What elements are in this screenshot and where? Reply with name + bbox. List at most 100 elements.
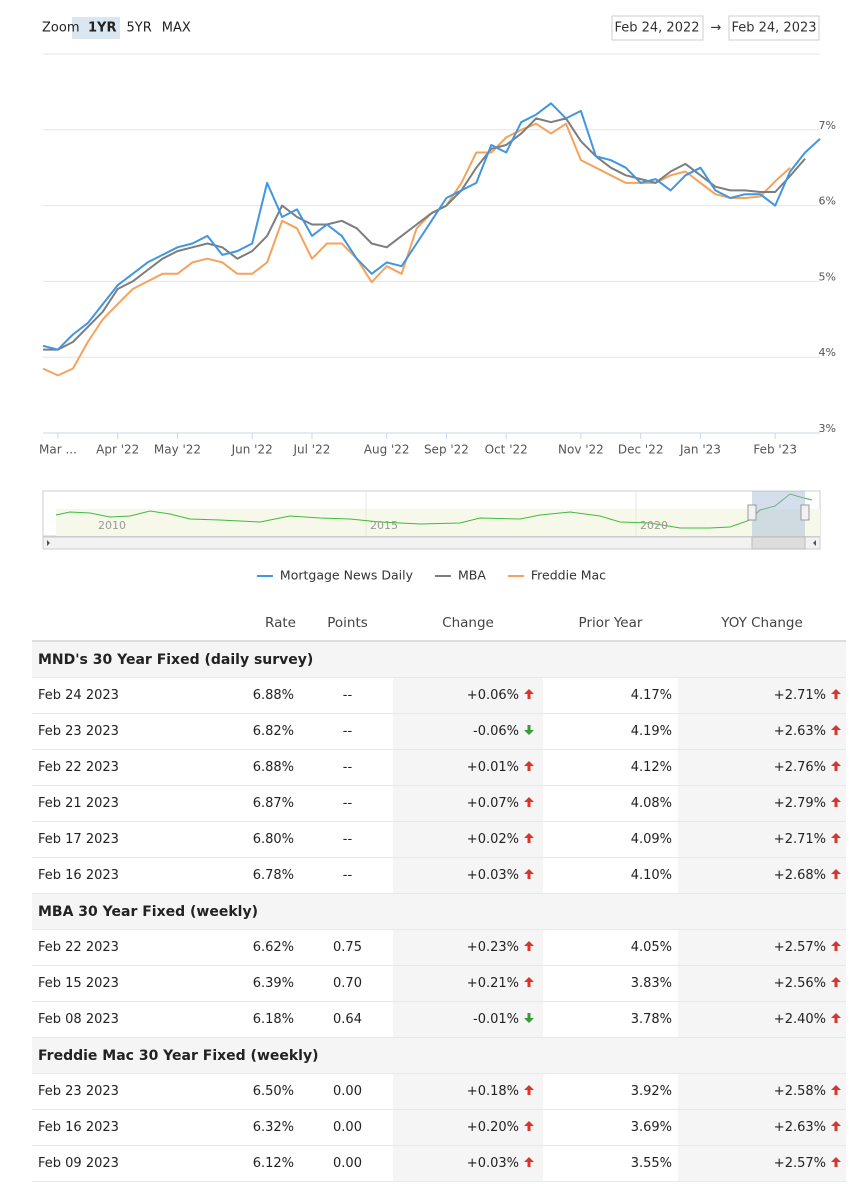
cell: -- xyxy=(302,677,393,714)
x-tick-label: Jul '22 xyxy=(293,443,331,457)
cell: Feb 16 2023 xyxy=(32,1109,232,1146)
cell-text: 4.05% xyxy=(630,940,672,955)
cell-text: 4.12% xyxy=(630,760,672,775)
cell-text: Feb 09 2023 xyxy=(38,1156,119,1171)
range-to[interactable]: Feb 24, 2023 xyxy=(731,21,816,36)
arrow-shape xyxy=(524,1013,534,1023)
arrow-shape xyxy=(831,1013,841,1023)
scroll-left[interactable] xyxy=(47,540,50,546)
range-separator: → xyxy=(711,21,722,36)
cell-text: 3.92% xyxy=(630,1084,672,1099)
cell: 0.00 xyxy=(302,1145,393,1182)
x-tick-label: Apr '22 xyxy=(96,443,139,457)
arrow-shape xyxy=(524,977,534,987)
cell: 6.82% xyxy=(232,713,302,750)
cell-text: 6.18% xyxy=(252,1012,294,1027)
x-tick-label: Aug '22 xyxy=(364,443,410,457)
cell-text: -- xyxy=(342,724,353,739)
cell-text: 4.10% xyxy=(630,868,672,883)
header-blank xyxy=(32,605,232,642)
cell-text: 6.82% xyxy=(252,724,294,739)
arrow-shape xyxy=(524,1085,534,1095)
arrow-shape xyxy=(524,1121,534,1131)
navigator-selection[interactable] xyxy=(752,491,805,536)
cell-text: +0.01% xyxy=(466,760,519,775)
arrow-shape xyxy=(831,941,841,951)
cell: -- xyxy=(302,713,393,750)
cell: Feb 22 2023 xyxy=(32,749,232,786)
zoom-option[interactable]: 1YR xyxy=(88,21,116,36)
up-arrow xyxy=(831,869,841,879)
cell-text: 3.83% xyxy=(630,976,672,991)
y-tick-label: 7% xyxy=(819,119,836,132)
legend-label: Mortgage News Daily xyxy=(280,568,414,583)
scrollbar-thumb[interactable] xyxy=(751,536,806,550)
up-arrow xyxy=(831,1013,841,1023)
cell-text: +2.63% xyxy=(773,724,826,739)
arrow-shape xyxy=(831,869,841,879)
scroll-right[interactable] xyxy=(813,540,816,546)
cell: Feb 16 2023 xyxy=(32,857,232,894)
up-arrow xyxy=(831,761,841,771)
header-row: Rate Points Change Prior Year YOY Change xyxy=(32,605,846,642)
cell-text: Feb 22 2023 xyxy=(38,760,119,775)
range-from[interactable]: Feb 24, 2022 xyxy=(614,21,699,36)
zoom-option[interactable]: MAX xyxy=(162,21,191,36)
up-arrow xyxy=(524,1085,534,1095)
y-tick-label: 6% xyxy=(819,195,836,208)
arrow-shape xyxy=(524,725,534,735)
zoom-option[interactable]: 5YR xyxy=(126,21,151,36)
navigator-line xyxy=(55,493,813,529)
cell: 0.00 xyxy=(302,1073,393,1110)
cell-text: 6.39% xyxy=(252,976,294,991)
cell: +2.56% xyxy=(678,965,846,1002)
cell: -- xyxy=(302,749,393,786)
cell-text: Feb 24 2023 xyxy=(38,688,119,703)
up-arrow xyxy=(524,1157,534,1167)
data-row: Feb 22 2023 6.88% -- +0.01% 4.12% +2.76% xyxy=(32,749,846,786)
arrow-shape xyxy=(831,761,841,771)
arrow-shape xyxy=(831,725,841,735)
column-header: Rate xyxy=(232,605,302,642)
series-line xyxy=(42,122,791,377)
data-row: Feb 08 2023 6.18% 0.64 -0.01% 3.78% +2.40% xyxy=(32,1001,846,1038)
legend-item[interactable]: Freddie Mac xyxy=(507,568,606,583)
cell: +2.71% xyxy=(678,821,846,858)
cell-text: +2.58% xyxy=(773,1084,826,1099)
cell: 4.05% xyxy=(543,929,678,966)
zoom-label: Zoom xyxy=(42,21,79,36)
down-arrow xyxy=(524,1013,534,1023)
up-arrow xyxy=(524,833,534,843)
navigator-handle[interactable] xyxy=(747,504,757,521)
cell-text: Feb 21 2023 xyxy=(38,796,119,811)
cell-text: 3.78% xyxy=(630,1012,672,1027)
cell: 6.88% xyxy=(232,677,302,714)
legend-item[interactable]: MBA xyxy=(434,568,486,583)
cell: 0.64 xyxy=(302,1001,393,1038)
x-tick-label: Jan '23 xyxy=(679,443,721,457)
up-arrow xyxy=(831,689,841,699)
cell: Feb 23 2023 xyxy=(32,1073,232,1110)
cell: +2.57% xyxy=(678,929,846,966)
zoom-selected-bg xyxy=(72,17,120,39)
cell-text: +2.40% xyxy=(773,1012,826,1027)
scrollbar[interactable] xyxy=(42,536,821,550)
cell: Feb 21 2023 xyxy=(32,785,232,822)
up-arrow xyxy=(831,725,841,735)
up-arrow xyxy=(831,833,841,843)
cell-text: 6.80% xyxy=(252,832,294,847)
legend-item[interactable]: Mortgage News Daily xyxy=(256,568,414,583)
range-to-box[interactable] xyxy=(728,15,820,41)
range-from-box[interactable] xyxy=(611,15,704,41)
cell-text: -0.01% xyxy=(473,1012,519,1027)
arrow-shape xyxy=(831,977,841,987)
cell-text: 0.00 xyxy=(333,1120,362,1135)
arrow-shape xyxy=(524,761,534,771)
navigator-handle[interactable] xyxy=(800,504,810,521)
cell-text: +0.07% xyxy=(466,796,519,811)
cell: Feb 08 2023 xyxy=(32,1001,232,1038)
data-row: Feb 22 2023 6.62% 0.75 +0.23% 4.05% +2.57% xyxy=(32,929,846,966)
cell-text: 4.09% xyxy=(630,832,672,847)
cell: 3.78% xyxy=(543,1001,678,1038)
cell-text: 6.62% xyxy=(252,940,294,955)
